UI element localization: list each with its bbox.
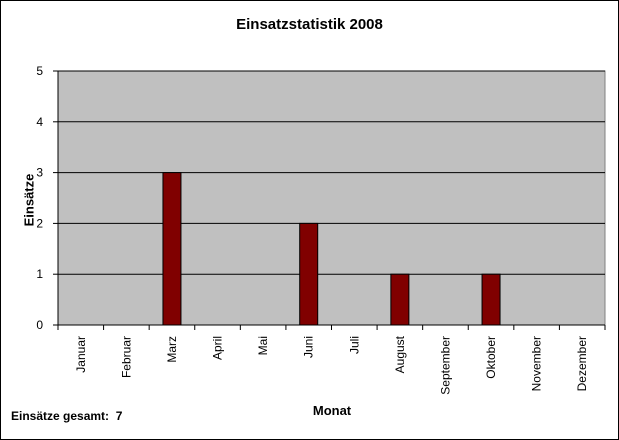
y-tick-label: 4 — [36, 115, 43, 129]
y-tick-label: 0 — [36, 318, 43, 332]
bar-august — [390, 273, 410, 326]
x-tick-label: August — [393, 335, 407, 373]
y-tick-label: 2 — [36, 216, 43, 230]
total-value: 7 — [115, 409, 123, 423]
x-tick-label: Mai — [256, 336, 270, 355]
chart-title: Einsatzstatistik 2008 — [236, 16, 383, 33]
x-tick-label: Marz — [165, 336, 179, 363]
x-tick-label: Januar — [74, 336, 88, 373]
bar-oktober — [481, 273, 501, 326]
x-tick-label: November — [530, 336, 544, 391]
x-tick-label: Juli — [347, 336, 361, 354]
y-tick-label: 1 — [36, 267, 43, 281]
total-label: Einsätze gesamt: — [11, 409, 110, 423]
x-tick-label: Februar — [119, 336, 133, 378]
x-tick-label: Juni — [302, 336, 316, 358]
x-tick-label: Dezember — [575, 336, 589, 391]
bar-marz — [162, 172, 182, 326]
x-tick-label: April — [211, 336, 225, 360]
total-summary: Einsätze gesamt: 7 — [11, 409, 122, 423]
y-tick-label: 5 — [36, 64, 43, 78]
y-tick-label: 3 — [36, 166, 43, 180]
x-tick-label: September — [438, 336, 452, 395]
bar-juni — [299, 222, 319, 326]
x-tick-label: Oktober — [484, 336, 498, 379]
x-axis-label: Monat — [312, 403, 352, 418]
plot-area — [57, 70, 606, 326]
